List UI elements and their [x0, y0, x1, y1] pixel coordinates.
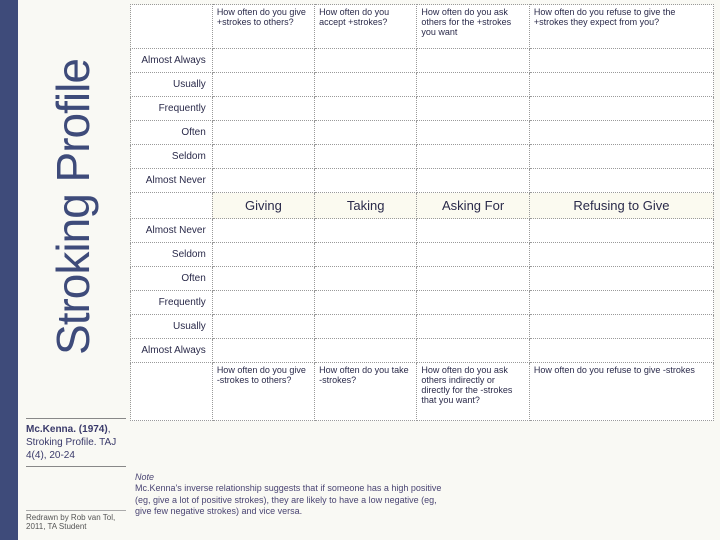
cell[interactable]: [212, 49, 314, 73]
cell[interactable]: [315, 73, 417, 97]
bottom-q2: How often do you take -strokes?: [315, 363, 417, 421]
cell[interactable]: [212, 339, 314, 363]
cell[interactable]: [315, 145, 417, 169]
bottom-label: Frequently: [131, 291, 213, 315]
note-block: Note Mc.Kenna's inverse relationship sug…: [135, 472, 455, 517]
cell[interactable]: [212, 169, 314, 193]
top-question-row: How often do you give +strokes to others…: [131, 5, 714, 49]
mid-giving: Giving: [212, 193, 314, 219]
cell[interactable]: [529, 121, 713, 145]
corner-blank: [131, 363, 213, 421]
mid-asking: Asking For: [417, 193, 530, 219]
cell[interactable]: [315, 121, 417, 145]
top-q4: How often do you refuse to give the +str…: [529, 5, 713, 49]
cell[interactable]: [315, 291, 417, 315]
bottom-question-row: How often do you give -strokes to others…: [131, 363, 714, 421]
cell[interactable]: [529, 219, 713, 243]
cell[interactable]: [315, 315, 417, 339]
cell[interactable]: [315, 267, 417, 291]
mid-refusing: Refusing to Give: [529, 193, 713, 219]
cell[interactable]: [529, 291, 713, 315]
cell[interactable]: [315, 49, 417, 73]
bottom-q3: How often do you ask others indirectly o…: [417, 363, 530, 421]
bottom-q4: How often do you refuse to give -strokes: [529, 363, 713, 421]
cell[interactable]: [315, 219, 417, 243]
cell[interactable]: [212, 291, 314, 315]
citation-author: Mc.Kenna.: [26, 424, 76, 435]
cell[interactable]: [417, 339, 530, 363]
cell[interactable]: [212, 219, 314, 243]
cell[interactable]: [417, 73, 530, 97]
cell[interactable]: [315, 169, 417, 193]
footer-credit: Redrawn by Rob van Tol, 2011, TA Student: [26, 510, 126, 531]
top-label: Often: [131, 121, 213, 145]
cell[interactable]: [315, 97, 417, 121]
cell[interactable]: [529, 315, 713, 339]
cell[interactable]: [417, 291, 530, 315]
cell[interactable]: [417, 219, 530, 243]
left-panel: Stroking Profile Mc.Kenna. (1974), Strok…: [18, 0, 130, 540]
cell[interactable]: [417, 97, 530, 121]
cell[interactable]: [417, 315, 530, 339]
cell[interactable]: [212, 97, 314, 121]
top-label: Usually: [131, 73, 213, 97]
top-label: Almost Always: [131, 49, 213, 73]
cell[interactable]: [212, 243, 314, 267]
bottom-label: Seldom: [131, 243, 213, 267]
cell[interactable]: [417, 169, 530, 193]
cell[interactable]: [417, 49, 530, 73]
cell[interactable]: [315, 243, 417, 267]
cell[interactable]: [529, 145, 713, 169]
cell[interactable]: [212, 315, 314, 339]
cell[interactable]: [529, 267, 713, 291]
top-label: Almost Never: [131, 169, 213, 193]
bottom-q1: How often do you give -strokes to others…: [212, 363, 314, 421]
top-label: Seldom: [131, 145, 213, 169]
cell[interactable]: [315, 339, 417, 363]
cell[interactable]: [212, 73, 314, 97]
cell[interactable]: [417, 145, 530, 169]
accent-bar: [0, 0, 18, 540]
mid-row: Giving Taking Asking For Refusing to Giv…: [131, 193, 714, 219]
profile-table: How often do you give +strokes to others…: [130, 4, 714, 421]
cell[interactable]: [529, 73, 713, 97]
note-body: Mc.Kenna's inverse relationship suggests…: [135, 483, 441, 516]
cell[interactable]: [212, 267, 314, 291]
cell[interactable]: [417, 121, 530, 145]
page-title: Stroking Profile: [46, 7, 100, 407]
cell[interactable]: [529, 243, 713, 267]
cell[interactable]: [529, 169, 713, 193]
bottom-label: Usually: [131, 315, 213, 339]
bottom-label: Often: [131, 267, 213, 291]
cell[interactable]: [417, 243, 530, 267]
cell[interactable]: [529, 49, 713, 73]
cell[interactable]: [212, 145, 314, 169]
top-q3: How often do you ask others for the +str…: [417, 5, 530, 49]
cell[interactable]: [212, 121, 314, 145]
mid-blank: [131, 193, 213, 219]
cell[interactable]: [529, 339, 713, 363]
citation: Mc.Kenna. (1974), Stroking Profile. TAJ …: [26, 418, 126, 467]
bottom-label: Almost Always: [131, 339, 213, 363]
mid-taking: Taking: [315, 193, 417, 219]
top-label: Frequently: [131, 97, 213, 121]
corner-blank: [131, 5, 213, 49]
top-q1: How often do you give +strokes to others…: [212, 5, 314, 49]
top-q2: How often do you accept +strokes?: [315, 5, 417, 49]
cell[interactable]: [529, 97, 713, 121]
bottom-label: Almost Never: [131, 219, 213, 243]
citation-year: (1974): [79, 424, 108, 435]
cell[interactable]: [417, 267, 530, 291]
note-heading: Note: [135, 472, 154, 482]
